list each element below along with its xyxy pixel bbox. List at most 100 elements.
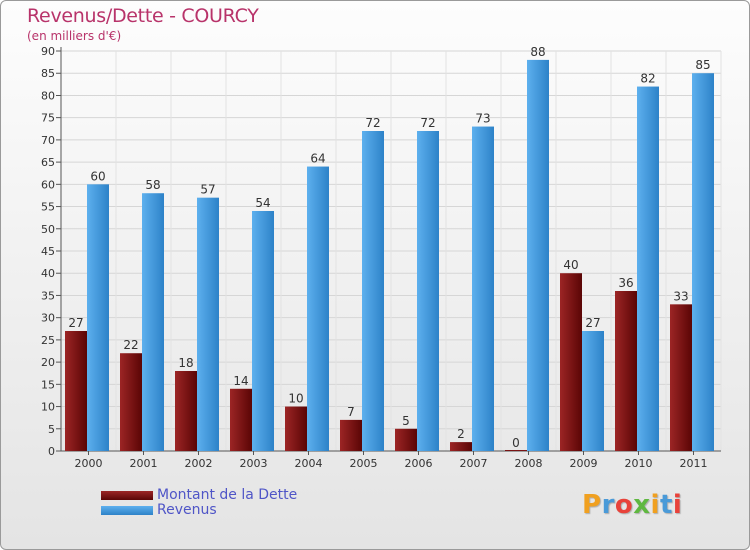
x-tick-label: 2007 bbox=[460, 457, 488, 470]
x-tick-label: 2010 bbox=[625, 457, 653, 470]
y-tick-label: 5 bbox=[48, 423, 55, 436]
legend-swatch-debt bbox=[101, 490, 153, 500]
y-tick-label: 75 bbox=[41, 112, 55, 125]
bar-revenus bbox=[142, 193, 164, 451]
data-label: 36 bbox=[618, 276, 633, 290]
bar-revenus bbox=[362, 131, 384, 451]
legend-item-debt: Montant de la Dette bbox=[101, 487, 298, 503]
bar-revenus bbox=[472, 126, 494, 452]
x-tick-label: 2001 bbox=[130, 457, 158, 470]
data-label: 58 bbox=[145, 178, 160, 192]
logo-letter: o bbox=[614, 490, 634, 520]
data-label: 27 bbox=[585, 316, 600, 330]
x-tick-label: 2008 bbox=[515, 457, 543, 470]
y-tick-label: 25 bbox=[41, 334, 55, 347]
legend-swatch-revenus bbox=[101, 505, 153, 515]
data-label: 2 bbox=[457, 427, 465, 441]
data-label: 7 bbox=[347, 405, 355, 419]
data-label: 33 bbox=[673, 289, 688, 303]
data-label: 22 bbox=[123, 338, 138, 352]
y-tick-label: 15 bbox=[41, 378, 55, 391]
y-tick-label: 55 bbox=[41, 201, 55, 214]
bar-dette bbox=[175, 371, 197, 451]
x-tick-label: 2011 bbox=[680, 457, 708, 470]
y-tick-label: 90 bbox=[41, 45, 55, 58]
x-tick-label: 2006 bbox=[405, 457, 433, 470]
chart-title: Revenus/Dette - COURCY bbox=[27, 5, 259, 27]
data-labels: 27 60 22 58 18 57 14 54 10 64 7 72 5 72 2 73 0 88 40 27 36 82… bbox=[68, 45, 710, 450]
y-tick-label: 30 bbox=[41, 312, 55, 325]
y-tick-label: 70 bbox=[41, 134, 55, 147]
y-tick-label: 0 bbox=[48, 445, 55, 458]
x-tick-label: 2000 bbox=[75, 457, 103, 470]
bar-dette bbox=[285, 406, 307, 451]
data-label: 72 bbox=[420, 116, 435, 130]
proxiti-logo: Proxiti bbox=[582, 490, 682, 520]
logo-letter: P bbox=[582, 490, 602, 520]
legend-label-revenus: Revenus bbox=[157, 502, 217, 518]
data-label: 85 bbox=[695, 58, 710, 72]
bar-revenus bbox=[582, 331, 604, 451]
data-label: 14 bbox=[233, 374, 248, 388]
data-label: 54 bbox=[255, 196, 270, 210]
y-tick-label: 40 bbox=[41, 267, 55, 280]
x-tick-label: 2002 bbox=[185, 457, 213, 470]
data-label: 88 bbox=[530, 45, 545, 59]
y-tick-label: 10 bbox=[41, 401, 55, 414]
y-tick-label: 80 bbox=[41, 89, 55, 102]
bar-dette bbox=[615, 291, 637, 451]
data-label: 27 bbox=[68, 316, 83, 330]
y-tick-label: 35 bbox=[41, 289, 55, 302]
bar-dette bbox=[340, 419, 362, 451]
bar-dette bbox=[120, 353, 142, 451]
legend-item-revenus: Revenus bbox=[101, 502, 217, 518]
logo-letter: i bbox=[650, 490, 660, 520]
y-tick-label: 20 bbox=[41, 356, 55, 369]
axes: 0510152025303540455055606570758085902000… bbox=[41, 45, 721, 470]
bar-revenus bbox=[527, 59, 549, 452]
bar-dette bbox=[670, 304, 692, 451]
data-label: 82 bbox=[640, 72, 655, 86]
logo-letter: i bbox=[672, 490, 683, 520]
bar-dette bbox=[450, 442, 472, 451]
y-tick-label: 50 bbox=[41, 223, 55, 236]
bar-revenus bbox=[417, 131, 439, 451]
logo-letter: x bbox=[633, 490, 651, 520]
y-tick-label: 65 bbox=[41, 156, 55, 169]
x-tick-label: 2005 bbox=[350, 457, 378, 470]
bar-dette bbox=[395, 428, 417, 451]
grid-lines bbox=[60, 50, 722, 452]
data-label: 0 bbox=[512, 436, 520, 450]
logo-letter: t bbox=[659, 490, 673, 520]
bar-revenus bbox=[692, 73, 714, 451]
bar-dette bbox=[560, 273, 582, 451]
data-label: 5 bbox=[402, 414, 410, 428]
data-label: 64 bbox=[310, 152, 325, 166]
y-tick-label: 85 bbox=[41, 67, 55, 80]
bar-dette bbox=[65, 331, 87, 451]
data-label: 40 bbox=[563, 258, 578, 272]
x-tick-label: 2009 bbox=[570, 457, 598, 470]
bar-revenus bbox=[87, 184, 109, 452]
bar-dette bbox=[230, 388, 252, 451]
chart-subtitle: (en milliers d'€) bbox=[27, 29, 122, 43]
logo-letter: r bbox=[601, 490, 615, 520]
y-tick-label: 45 bbox=[41, 245, 55, 258]
bar-revenus bbox=[307, 166, 329, 452]
data-label: 60 bbox=[90, 169, 105, 183]
legend-label-debt: Montant de la Dette bbox=[157, 487, 298, 503]
bar-revenus bbox=[252, 211, 274, 451]
x-tick-label: 2003 bbox=[240, 457, 268, 470]
bar-revenus bbox=[197, 197, 219, 451]
data-label: 57 bbox=[200, 183, 215, 197]
data-label: 73 bbox=[475, 112, 490, 126]
bars bbox=[65, 59, 714, 452]
data-label: 72 bbox=[365, 116, 380, 130]
y-tick-label: 60 bbox=[41, 178, 55, 191]
data-label: 18 bbox=[178, 356, 193, 370]
bar-revenus bbox=[637, 86, 659, 452]
x-tick-label: 2004 bbox=[295, 457, 323, 470]
data-label: 10 bbox=[288, 392, 303, 406]
